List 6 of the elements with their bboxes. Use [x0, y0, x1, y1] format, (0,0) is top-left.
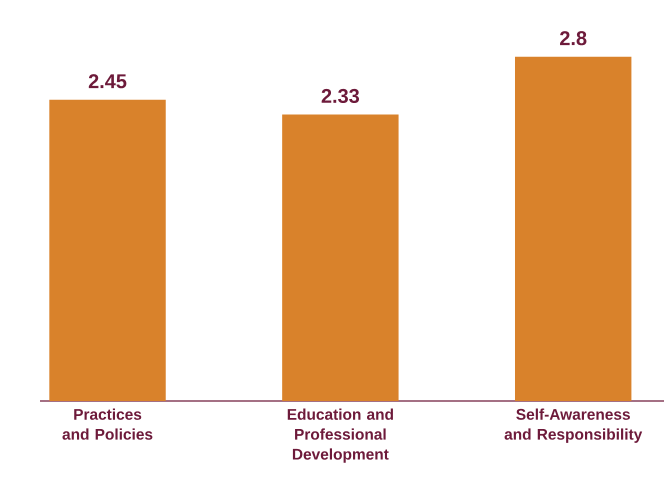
x-tick-label: Practices and Policies	[62, 408, 152, 440]
data-label: 2.45	[88, 74, 126, 88]
data-label: 2.8	[560, 31, 586, 46]
x-tick-label: Education and Professional Development	[288, 408, 393, 463]
x-tick-label: Self-Awareness and Responsibility	[504, 408, 642, 443]
data-label: 2.33	[322, 88, 360, 104]
